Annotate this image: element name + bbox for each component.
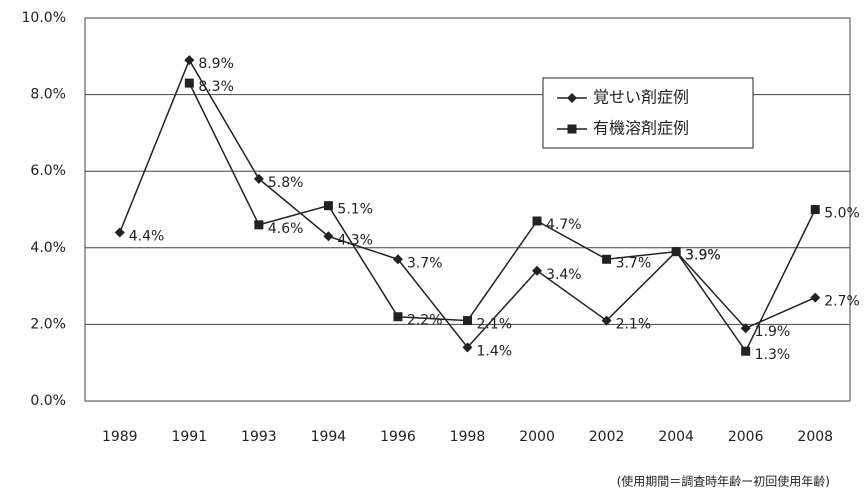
data-label: 4.3% <box>337 232 373 248</box>
square-marker <box>254 220 264 230</box>
diamond-marker <box>323 231 334 242</box>
y-tick-label: 8.0% <box>30 87 66 103</box>
square-marker <box>323 201 333 211</box>
x-tick-label: 2004 <box>658 429 694 445</box>
diamond-marker <box>114 227 125 238</box>
data-label: 3.4% <box>546 267 582 283</box>
diamond-marker <box>810 292 821 303</box>
data-label: 4.7% <box>546 217 582 233</box>
x-tick-label: 2002 <box>589 429 625 445</box>
square-marker <box>393 312 403 322</box>
diamond-marker <box>253 173 264 184</box>
data-label: 2.1% <box>477 317 513 333</box>
x-tick-label: 1996 <box>380 429 416 445</box>
square-marker <box>810 205 820 214</box>
square-marker <box>532 216 542 226</box>
x-tick-label: 1993 <box>241 429 277 445</box>
data-label: 3.7% <box>407 255 443 271</box>
data-label: 8.3% <box>198 79 234 95</box>
square-marker <box>567 124 577 134</box>
data-label: 4.6% <box>268 221 304 237</box>
legend-box <box>542 77 754 149</box>
data-label: 3.7% <box>616 255 652 271</box>
diamond-marker <box>392 254 403 265</box>
x-tick-label: 2000 <box>519 429 555 445</box>
y-tick-label: 4.0% <box>30 240 66 256</box>
data-label: 5.8% <box>268 175 304 191</box>
data-label: 3.9% <box>685 248 721 264</box>
square-marker <box>463 316 472 326</box>
diamond-marker <box>601 315 612 326</box>
data-label: 1.4% <box>477 343 513 359</box>
series-line <box>188 82 816 353</box>
x-tick-label: 1989 <box>102 429 138 445</box>
data-label: 5.1% <box>337 202 373 218</box>
y-tick-label: 6.0% <box>30 163 66 179</box>
x-tick-label: 1998 <box>450 429 486 445</box>
diamond-marker <box>462 342 473 353</box>
chart-note: (使用期間＝調査時年齢ー初回使用年齢) <box>617 474 830 489</box>
data-label: 3.9% <box>685 248 721 264</box>
data-label: 2.7% <box>824 294 860 310</box>
square-marker <box>671 247 681 257</box>
square-marker <box>602 254 612 264</box>
diamond-marker <box>740 323 751 334</box>
data-label: 1.3% <box>755 347 791 363</box>
diamond-marker <box>184 55 195 66</box>
y-tick-label: 0.0% <box>30 393 66 409</box>
data-label: 8.9% <box>198 56 234 72</box>
x-tick-label: 2008 <box>797 429 833 445</box>
y-tick-label: 10.0% <box>22 10 66 26</box>
data-label: 5.0% <box>824 206 860 222</box>
data-label: 2.2% <box>407 313 443 329</box>
diamond-marker <box>532 265 543 276</box>
square-marker <box>184 78 194 88</box>
x-tick-label: 1994 <box>311 429 347 445</box>
x-tick-label: 1991 <box>171 429 207 445</box>
legend-label: 覚せい剤症例 <box>593 88 689 107</box>
legend-label: 有機溶剤症例 <box>593 119 689 138</box>
y-tick-label: 2.0% <box>30 316 66 332</box>
diamond-marker <box>567 93 577 103</box>
data-label: 1.9% <box>755 324 791 340</box>
data-label: 4.4% <box>129 228 165 244</box>
square-marker <box>741 346 751 356</box>
x-tick-label: 2006 <box>728 429 764 445</box>
data-label: 2.1% <box>616 317 652 333</box>
